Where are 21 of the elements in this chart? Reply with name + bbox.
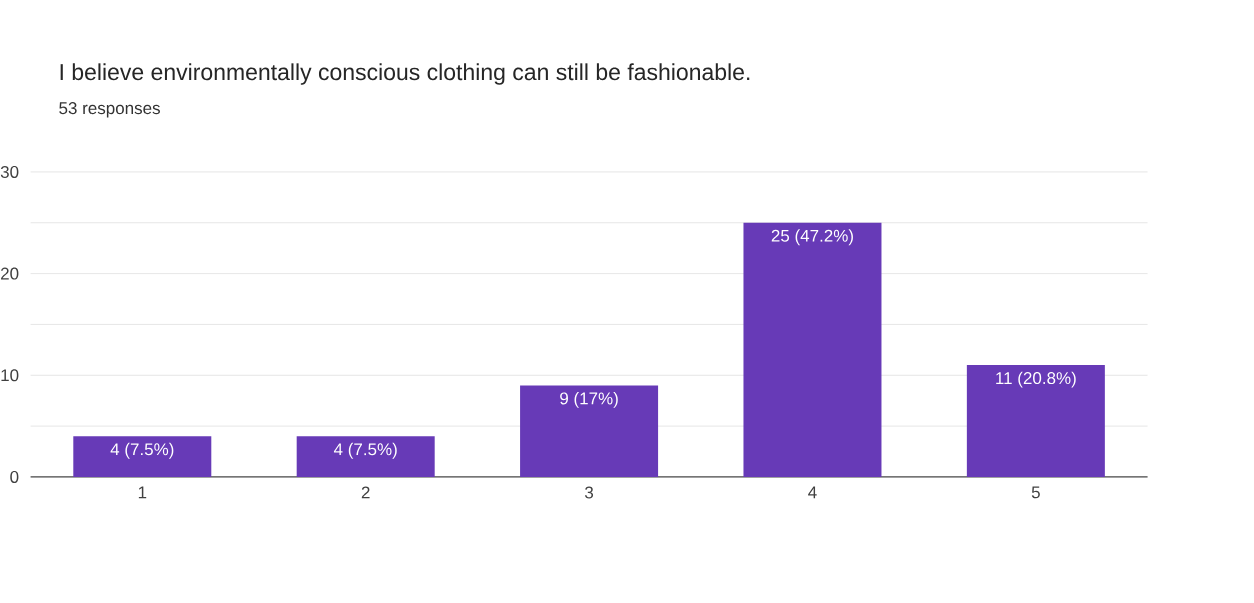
data-label: 11 (20.8%)	[996, 371, 1076, 388]
y-tick-label: 10	[1, 369, 19, 382]
bar	[743, 222, 882, 477]
y-tick-label: 20	[1, 267, 19, 280]
x-tick-label: 2	[361, 486, 370, 499]
y-tick-label: 0	[10, 470, 19, 483]
chart-subtitle: 53 responses	[59, 102, 160, 118]
x-tick-label: 5	[1031, 486, 1040, 499]
chart-title: I believe environmentally conscious clothing can still be fashionable.	[60, 63, 750, 85]
data-label: 25 (47.2%)	[771, 229, 853, 246]
bar	[966, 365, 1105, 477]
bar	[520, 385, 659, 477]
x-tick-label: 4	[808, 486, 817, 499]
y-tick-label: 30	[0, 165, 19, 178]
data-label: 4 (7.5%)	[110, 442, 174, 459]
data-label: 4 (7.5%)	[333, 442, 397, 459]
data-label: 9 (17%)	[560, 391, 618, 408]
bar	[296, 436, 435, 477]
x-tick-label: 1	[138, 486, 147, 499]
bar	[73, 436, 212, 477]
x-tick-label: 3	[585, 486, 594, 499]
